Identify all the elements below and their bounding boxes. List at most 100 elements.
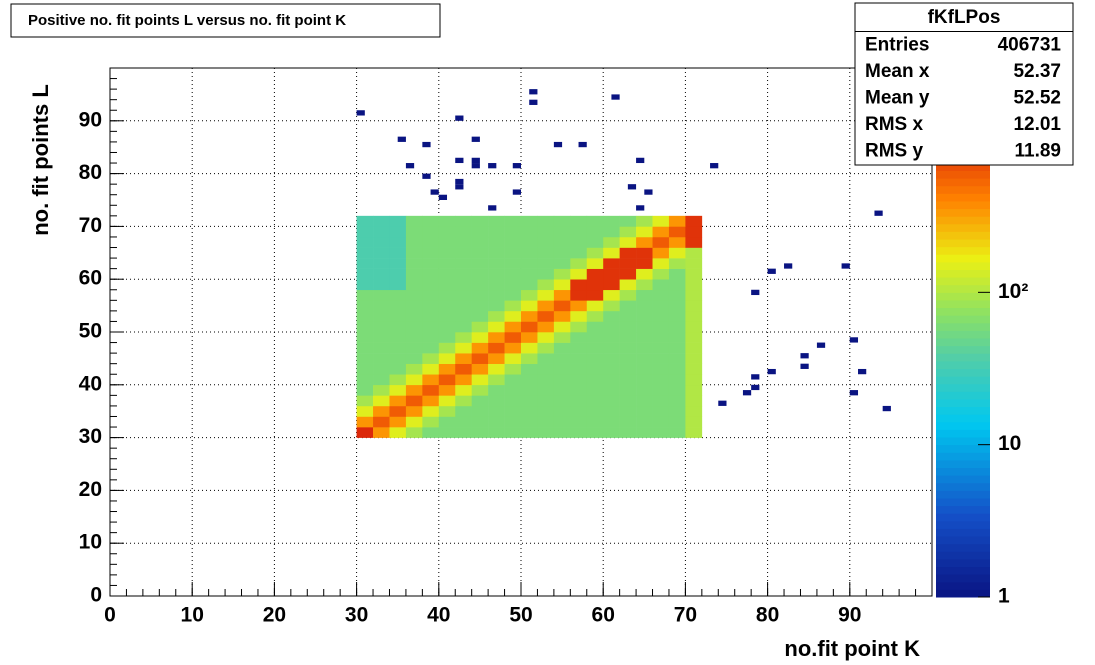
- color-bar-segment: [936, 551, 990, 560]
- cell: [537, 416, 555, 428]
- color-bar-segment: [936, 421, 990, 430]
- cell: [586, 268, 604, 280]
- cell: [586, 310, 604, 322]
- cell: [455, 332, 472, 343]
- cell: [619, 332, 637, 343]
- color-bar-segment: [936, 444, 990, 453]
- color-bar-segment: [936, 452, 990, 461]
- cell: [603, 374, 620, 386]
- cell: [471, 226, 489, 238]
- stats-name: Mean y: [865, 88, 930, 109]
- cell: [521, 279, 538, 291]
- cell: [438, 268, 456, 280]
- cell: [521, 310, 538, 322]
- outlier-cell: [800, 353, 809, 359]
- outlier-cell: [858, 368, 867, 375]
- color-bar-segment: [936, 170, 990, 179]
- cell: [685, 374, 703, 386]
- cell: [422, 427, 440, 438]
- cell: [537, 310, 555, 322]
- cell: [521, 300, 538, 312]
- color-bar-segment: [936, 406, 990, 415]
- outlier-cell: [422, 141, 431, 148]
- cell: [455, 279, 472, 291]
- minor-ticks: [109, 78, 917, 597]
- cell: [422, 332, 440, 343]
- cell: [389, 236, 407, 248]
- outlier-cell: [751, 289, 760, 296]
- cell: [570, 384, 588, 396]
- cell: [603, 258, 620, 269]
- stats-value: 52.37: [1013, 61, 1061, 82]
- cell: [603, 289, 620, 301]
- outlier-cell: [751, 384, 760, 391]
- cell: [405, 289, 423, 301]
- outlier-cell: [636, 205, 645, 211]
- x-axis-title: no.fit point K: [784, 636, 920, 661]
- cell: [471, 342, 489, 354]
- color-bar-segment: [936, 520, 990, 529]
- cell: [405, 236, 423, 248]
- cell: [504, 321, 522, 333]
- y-tick-label: 80: [79, 161, 102, 184]
- cell: [553, 374, 571, 386]
- cell: [685, 416, 703, 428]
- cell: [455, 215, 472, 227]
- cell: [422, 247, 440, 259]
- cell: [488, 300, 505, 312]
- cell: [570, 363, 588, 375]
- cell: [521, 405, 538, 417]
- cell: [685, 427, 703, 438]
- cell: [356, 363, 374, 375]
- cell: [553, 342, 571, 354]
- cell: [537, 353, 555, 364]
- cell: [405, 310, 423, 322]
- cell: [373, 279, 390, 291]
- color-bar-segment: [936, 398, 990, 408]
- cell: [586, 427, 604, 438]
- color-bar-segment: [936, 475, 990, 484]
- color-bar-segment: [936, 307, 990, 316]
- outlier-cell: [405, 163, 415, 169]
- cell: [586, 226, 604, 238]
- cell: [521, 353, 538, 364]
- cell: [356, 405, 374, 417]
- cell: [438, 279, 456, 291]
- cell: [619, 247, 637, 259]
- cell: [405, 247, 423, 259]
- cell: [422, 289, 440, 301]
- cell: [685, 300, 703, 312]
- cell: [668, 279, 686, 291]
- cell: [422, 279, 440, 291]
- cell: [619, 300, 637, 312]
- cell: [570, 215, 588, 227]
- cell: [636, 374, 653, 386]
- cell: [373, 384, 390, 396]
- cell: [504, 342, 522, 354]
- cell: [652, 363, 670, 375]
- cell: [553, 226, 571, 238]
- cell: [504, 268, 522, 280]
- cell: [603, 226, 620, 238]
- cell: [570, 226, 588, 238]
- cell: [488, 258, 505, 269]
- cell: [685, 258, 703, 269]
- cell: [373, 374, 390, 386]
- cell: [603, 384, 620, 396]
- cell: [405, 427, 423, 438]
- cell: [455, 310, 472, 322]
- cell: [422, 384, 440, 396]
- cell: [668, 405, 686, 417]
- cell: [652, 215, 670, 227]
- cell: [389, 226, 407, 238]
- x-tick-label: 80: [756, 604, 779, 627]
- cell: [438, 300, 456, 312]
- color-bar-segment: [936, 467, 990, 476]
- cell: [521, 363, 538, 375]
- cell: [619, 226, 637, 238]
- cell: [471, 374, 489, 386]
- y-tick-label: 90: [79, 108, 102, 131]
- cell: [553, 405, 571, 417]
- cell: [455, 416, 472, 428]
- cell: [455, 247, 472, 259]
